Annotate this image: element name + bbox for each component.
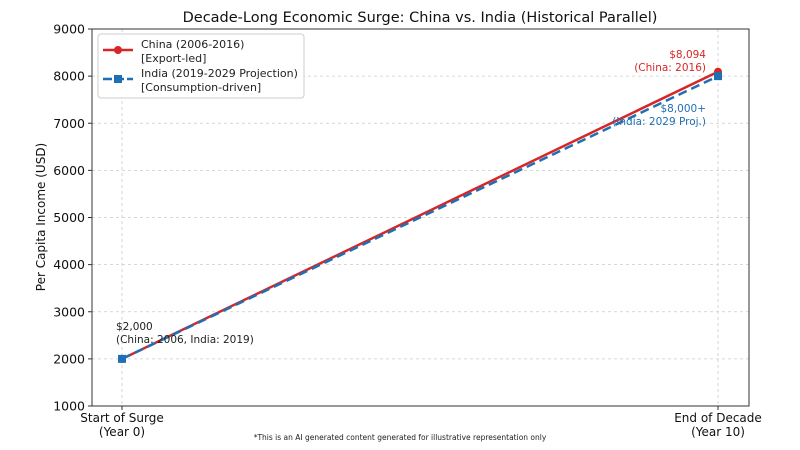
legend-label: China (2006-2016) xyxy=(141,38,244,51)
annotation-india-end: (India: 2029 Proj.) xyxy=(612,116,706,128)
x-tick-label: (Year 0) xyxy=(99,425,145,439)
legend-marker xyxy=(114,46,122,54)
legend-marker xyxy=(114,75,122,83)
y-tick-label: 3000 xyxy=(53,304,85,319)
y-tick-label: 6000 xyxy=(53,163,85,178)
y-tick-label: 4000 xyxy=(53,257,85,272)
y-axis-label: Per Capita Income (USD) xyxy=(34,143,48,291)
annotation-start: (China: 2006, India: 2019) xyxy=(116,334,254,346)
legend-label: India (2019-2029 Projection) xyxy=(141,67,298,80)
chart-title: Decade-Long Economic Surge: China vs. In… xyxy=(183,10,658,26)
series-group xyxy=(118,67,722,363)
legend-sublabel: [Consumption-driven] xyxy=(141,81,261,94)
y-tick-label: 5000 xyxy=(53,210,85,225)
annotation-start: $2,000 xyxy=(116,321,153,333)
footnote: *This is an AI generated content generat… xyxy=(254,433,547,442)
y-tick-label: 1000 xyxy=(53,399,85,414)
x-axis: Start of Surge(Year 0) End of Decade(Year… xyxy=(80,406,762,439)
annotations: $2,000(China: 2006, India: 2019) $8,094(C… xyxy=(116,49,706,346)
series-line-india xyxy=(121,74,719,361)
legend-box xyxy=(97,33,305,99)
y-axis: 1000 2000 3000 4000 5000 6000 7000 8000 9000 xyxy=(53,22,92,414)
annotation-india-end: $8,000+ xyxy=(660,103,706,115)
y-tick-label: 8000 xyxy=(53,69,85,84)
y-tick-label: 9000 xyxy=(53,22,85,37)
x-tick-label: (Year 10) xyxy=(691,425,745,439)
series-line-china xyxy=(121,70,719,361)
x-tick-label: End of Decade xyxy=(674,411,762,425)
legend-sublabel: [Export-led] xyxy=(141,52,206,65)
data-point xyxy=(714,72,722,81)
annotation-china-end: $8,094 xyxy=(669,49,706,61)
x-tick-label: Start of Surge xyxy=(80,411,163,425)
legend: China (2006-2016)[Export-led] India (2019… xyxy=(97,33,305,99)
annotation-china-end: (China: 2016) xyxy=(634,62,706,74)
y-tick-label: 7000 xyxy=(53,116,85,131)
data-point xyxy=(118,354,126,363)
y-tick-label: 2000 xyxy=(53,351,85,366)
